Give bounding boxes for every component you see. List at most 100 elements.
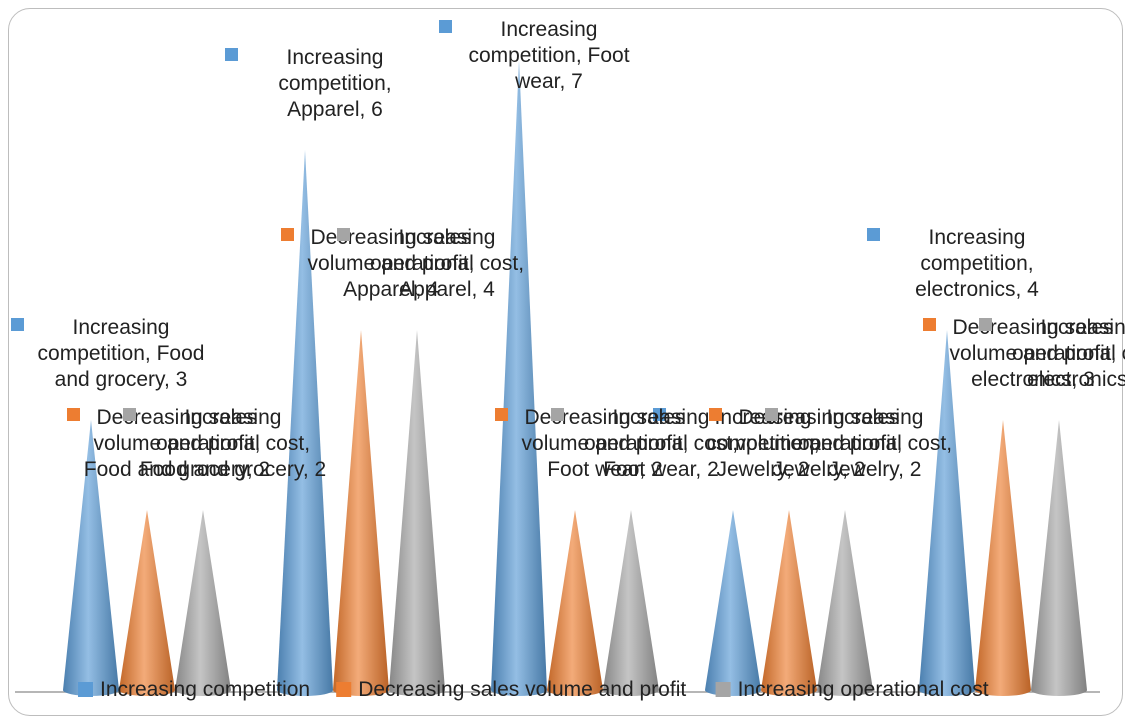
cone-2-3 bbox=[817, 510, 873, 696]
svg-text:competition, Food: competition, Food bbox=[38, 342, 205, 365]
svg-text:and grocery, 3: and grocery, 3 bbox=[55, 368, 188, 391]
svg-text:Decreasing sales: Decreasing sales bbox=[738, 406, 899, 429]
data-label-marker bbox=[709, 408, 722, 421]
svg-text:Increasing: Increasing bbox=[185, 406, 282, 429]
svg-text:Decreasing sales: Decreasing sales bbox=[952, 316, 1113, 339]
data-label-0-3: Increasing competition, Jewelry, 2 bbox=[653, 406, 820, 481]
cone-2-0 bbox=[175, 510, 231, 696]
svg-text:Food and grocery, 2: Food and grocery, 2 bbox=[140, 458, 326, 481]
data-label-marker bbox=[123, 408, 136, 421]
cone-1-1 bbox=[333, 330, 389, 696]
svg-text:operational cost,: operational cost, bbox=[798, 432, 952, 455]
cone-1-4 bbox=[975, 420, 1031, 696]
data-label-0-1: Increasing competition, Apparel, 6 bbox=[225, 46, 392, 121]
svg-text:volume and profit,: volume and profit, bbox=[950, 342, 1117, 365]
cone-0-4 bbox=[919, 330, 975, 696]
svg-text:Increasing: Increasing bbox=[715, 406, 812, 429]
svg-text:Increasing: Increasing bbox=[399, 226, 496, 249]
data-label-1-1: Decreasing sales volume and profit, Appare… bbox=[281, 226, 474, 301]
svg-text:electronics, 3: electronics, 3 bbox=[971, 368, 1095, 391]
data-label-marker bbox=[653, 408, 666, 421]
cone-1-0 bbox=[119, 510, 175, 696]
svg-text:Food and grocery, 2: Food and grocery, 2 bbox=[84, 458, 270, 481]
data-label-marker bbox=[439, 20, 452, 33]
svg-text:competition,: competition, bbox=[278, 72, 391, 95]
svg-text:Increasing: Increasing bbox=[501, 18, 598, 41]
data-label-0-4: Increasing competition, electronics, 4 bbox=[867, 226, 1039, 301]
svg-text:Apparel, 4: Apparel, 4 bbox=[343, 278, 439, 301]
svg-text:volume and profit,: volume and profit, bbox=[522, 432, 689, 455]
svg-text:volume and profit,: volume and profit, bbox=[94, 432, 261, 455]
svg-text:Jewelry, 2: Jewelry, 2 bbox=[717, 458, 810, 481]
data-label-marker bbox=[495, 408, 508, 421]
legend-swatch bbox=[78, 682, 93, 697]
cone-2-1 bbox=[389, 330, 445, 696]
data-label-marker bbox=[281, 228, 294, 241]
legend-label: Increasing operational cost bbox=[738, 678, 989, 701]
svg-text:electronics, 3: electronics, 3 bbox=[1027, 368, 1125, 391]
svg-text:Increasing: Increasing bbox=[73, 316, 170, 339]
svg-text:operational cost,: operational cost, bbox=[1012, 342, 1125, 365]
svg-text:competition, Foot: competition, Foot bbox=[468, 44, 629, 67]
svg-text:Foot wear, 2: Foot wear, 2 bbox=[547, 458, 663, 481]
cone-1-3 bbox=[761, 510, 817, 696]
svg-text:Apparel, 6: Apparel, 6 bbox=[287, 98, 383, 121]
svg-text:Jewelry, 2: Jewelry, 2 bbox=[829, 458, 922, 481]
data-label-1-0: Decreasing sales volume and profit, Food a… bbox=[67, 406, 270, 481]
data-label-marker bbox=[67, 408, 80, 421]
svg-text:electronics, 4: electronics, 4 bbox=[915, 278, 1039, 301]
data-label-marker bbox=[867, 228, 880, 241]
cone-0-0 bbox=[63, 420, 119, 696]
svg-text:competition,: competition, bbox=[920, 252, 1033, 275]
legend-swatch bbox=[715, 682, 731, 697]
data-label-2-0: Increasing operational cost, Food and groc… bbox=[123, 406, 326, 481]
svg-text:Jewelry, 2: Jewelry, 2 bbox=[773, 458, 866, 481]
data-label-0-2: Increasing competition, Foot wear, 7 bbox=[439, 18, 630, 93]
data-label-marker bbox=[11, 318, 24, 331]
svg-text:Increasing: Increasing bbox=[287, 46, 384, 69]
data-label-1-4: Decreasing sales volume and profit, electr… bbox=[923, 316, 1116, 391]
svg-text:operational cost,: operational cost, bbox=[370, 252, 524, 275]
legend-label: Increasing competition bbox=[100, 678, 310, 701]
svg-text:Decreasing sales: Decreasing sales bbox=[524, 406, 685, 429]
svg-text:Increasing: Increasing bbox=[613, 406, 710, 429]
svg-text:Decreasing sales: Decreasing sales bbox=[96, 406, 257, 429]
svg-text:volume and profit,: volume and profit, bbox=[308, 252, 475, 275]
cone-2-2 bbox=[603, 510, 659, 696]
cone-2-4 bbox=[1031, 420, 1087, 696]
legend-item-0: Increasing competition bbox=[78, 678, 310, 701]
data-label-2-2: Increasing operational cost, Foot wear, 2 bbox=[551, 406, 738, 481]
data-label-marker bbox=[923, 318, 936, 331]
data-label-marker bbox=[337, 228, 350, 241]
data-label-marker bbox=[551, 408, 564, 421]
data-label-marker bbox=[979, 318, 992, 331]
data-label-marker bbox=[765, 408, 778, 421]
cone-0-2 bbox=[491, 60, 547, 696]
cone-1-2 bbox=[547, 510, 603, 696]
data-label-0-0: Increasing competition, Food and grocery, … bbox=[11, 316, 204, 391]
data-label-marker bbox=[225, 48, 238, 61]
legend-label: Decreasing sales volume and profit bbox=[358, 678, 686, 701]
svg-text:Increasing: Increasing bbox=[1041, 316, 1125, 339]
svg-text:volume and profit,: volume and profit, bbox=[736, 432, 903, 455]
svg-text:operational cost,: operational cost, bbox=[584, 432, 738, 455]
legend-item-1: Decreasing sales volume and profit bbox=[336, 678, 686, 701]
data-label-1-2: Decreasing sales volume and profit, Foot w… bbox=[495, 406, 688, 481]
svg-text:Decreasing sales: Decreasing sales bbox=[310, 226, 471, 249]
svg-text:competition,: competition, bbox=[706, 432, 819, 455]
data-label-2-4: Increasing operational cost, electronics, … bbox=[979, 316, 1125, 391]
legend-swatch bbox=[336, 682, 352, 697]
cone-0-3 bbox=[705, 510, 761, 696]
svg-text:Foot wear, 2: Foot wear, 2 bbox=[603, 458, 719, 481]
svg-text:operational cost,: operational cost, bbox=[156, 432, 310, 455]
legend-item-2: Increasing operational cost bbox=[715, 678, 989, 701]
data-label-2-3: Increasing operational cost, Jewelry, 2 bbox=[765, 406, 952, 481]
data-label-2-1: Increasing operational cost, Apparel, 4 bbox=[337, 226, 524, 301]
svg-text:Apparel, 4: Apparel, 4 bbox=[399, 278, 495, 301]
svg-text:Increasing: Increasing bbox=[827, 406, 924, 429]
svg-text:Increasing: Increasing bbox=[929, 226, 1026, 249]
cone-0-1 bbox=[277, 150, 333, 696]
data-label-1-3: Decreasing sales volume and profit, Jewelr… bbox=[709, 406, 902, 481]
svg-text:wear, 7: wear, 7 bbox=[514, 70, 583, 93]
